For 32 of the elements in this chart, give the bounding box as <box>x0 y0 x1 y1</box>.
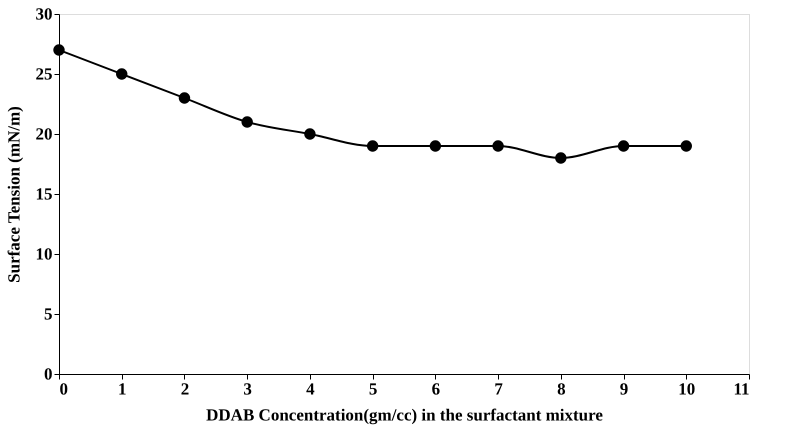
y-axis-title: Surface Tension (mN/m) <box>4 106 24 283</box>
x-tick-label: 7 <box>494 380 504 398</box>
x-tick-label: 4 <box>306 380 316 398</box>
x-tick-label: 0 <box>60 380 68 398</box>
x-tick-label: 3 <box>243 380 252 398</box>
point <box>618 140 630 152</box>
x-tick-label: 9 <box>620 380 628 398</box>
x-tick-label: 5 <box>368 380 378 398</box>
point <box>555 152 567 164</box>
point <box>304 128 316 140</box>
x-tick-label: 8 <box>557 380 566 398</box>
y-tick-label: 5 <box>44 304 52 324</box>
point <box>178 92 190 104</box>
x-tick-label: 6 <box>432 380 440 398</box>
point <box>53 44 65 56</box>
point <box>366 140 378 152</box>
y-tick-label: 0 <box>44 364 52 384</box>
point <box>492 140 504 152</box>
x-tick-label: 1 <box>118 380 126 398</box>
y-tick-label: 25 <box>36 64 52 84</box>
y-tick-label: 20 <box>36 124 52 144</box>
y-tick-label: 15 <box>36 184 52 204</box>
y-tick-label: 10 <box>36 244 52 264</box>
point <box>116 68 128 80</box>
point <box>680 140 692 152</box>
x-tick-label: 2 <box>180 380 190 398</box>
x-tick-label: 10 <box>678 380 696 398</box>
x-tick-label: 11 <box>733 380 750 398</box>
point <box>241 116 253 128</box>
x-axis-title: DDAB Concentration(gm/cc) in the surfactant mixture <box>206 406 604 424</box>
point <box>430 140 442 152</box>
y-tick-label: 30 <box>36 4 52 24</box>
